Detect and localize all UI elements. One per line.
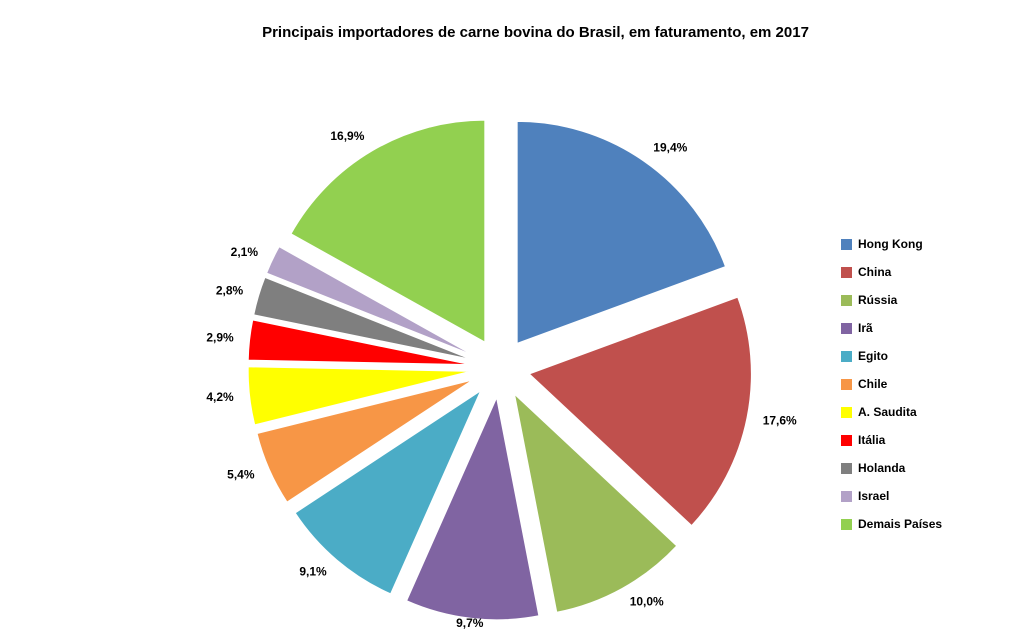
slice-label: 17,6%	[763, 413, 797, 427]
pie-slice	[247, 366, 471, 426]
legend-label: China	[858, 265, 892, 279]
legend-label: A. Saudita	[858, 405, 917, 419]
legend-swatch	[841, 434, 852, 446]
legend-swatch	[841, 350, 852, 362]
legend-label: Irã	[858, 321, 873, 335]
legend-item: Rússia	[841, 286, 942, 314]
slice-label: 19,4%	[653, 140, 687, 154]
legend-item: Chile	[841, 370, 942, 398]
legend-label: Holanda	[858, 461, 906, 475]
legend-item: Hong Kong	[841, 230, 942, 258]
slice-label: 10,0%	[630, 595, 664, 609]
legend-item: Israel	[841, 482, 942, 510]
slice-label: 16,9%	[330, 129, 364, 143]
legend-item: Itália	[841, 426, 942, 454]
legend-item: Demais Países	[841, 510, 942, 538]
pie-slice	[247, 319, 471, 366]
pie-slice	[516, 120, 727, 345]
legend-label: Chile	[858, 377, 888, 391]
legend-item: Holanda	[841, 454, 942, 482]
legend-label: Rússia	[858, 293, 898, 307]
legend-swatch	[841, 238, 852, 250]
legend-label: Demais Países	[858, 517, 943, 531]
slice-label: 2,1%	[231, 245, 259, 259]
pie-slice	[528, 296, 752, 527]
legend-label: Hong Kong	[858, 237, 923, 251]
slice-label: 9,7%	[456, 616, 484, 630]
legend-swatch	[841, 490, 852, 502]
legend-label: Israel	[858, 489, 890, 503]
pie-slice	[256, 379, 473, 503]
legend-swatch	[841, 462, 852, 474]
legend-swatch	[841, 266, 852, 278]
legend-swatch	[841, 322, 852, 334]
pie-slice	[253, 276, 472, 360]
slice-label: 2,8%	[216, 283, 244, 297]
chart-legend: Hong Kong China Rússia Irã Egito Chile A. Saud…	[841, 230, 942, 538]
pie-slice	[513, 392, 678, 613]
legend-item: China	[841, 258, 942, 286]
chart-title: Principais importadores de carne bovina …	[262, 24, 809, 41]
legend-swatch	[841, 294, 852, 306]
legend-item: Irã	[841, 314, 942, 342]
slice-label: 9,1%	[299, 565, 327, 579]
slice-label: 4,2%	[206, 390, 234, 404]
legend-label: Egito	[858, 349, 888, 363]
pie-slice	[290, 119, 486, 343]
slice-label: 2,9%	[206, 330, 234, 344]
legend-label: Itália	[858, 433, 886, 447]
slice-label: 5,4%	[227, 468, 255, 482]
legend-swatch	[841, 378, 852, 390]
legend-swatch	[841, 406, 852, 418]
pie-slice	[294, 389, 482, 595]
pie-slice	[265, 246, 474, 356]
legend-item: A. Saudita	[841, 398, 942, 426]
legend-item: Egito	[841, 342, 942, 370]
legend-swatch	[841, 518, 852, 530]
pie-slice	[405, 396, 540, 621]
